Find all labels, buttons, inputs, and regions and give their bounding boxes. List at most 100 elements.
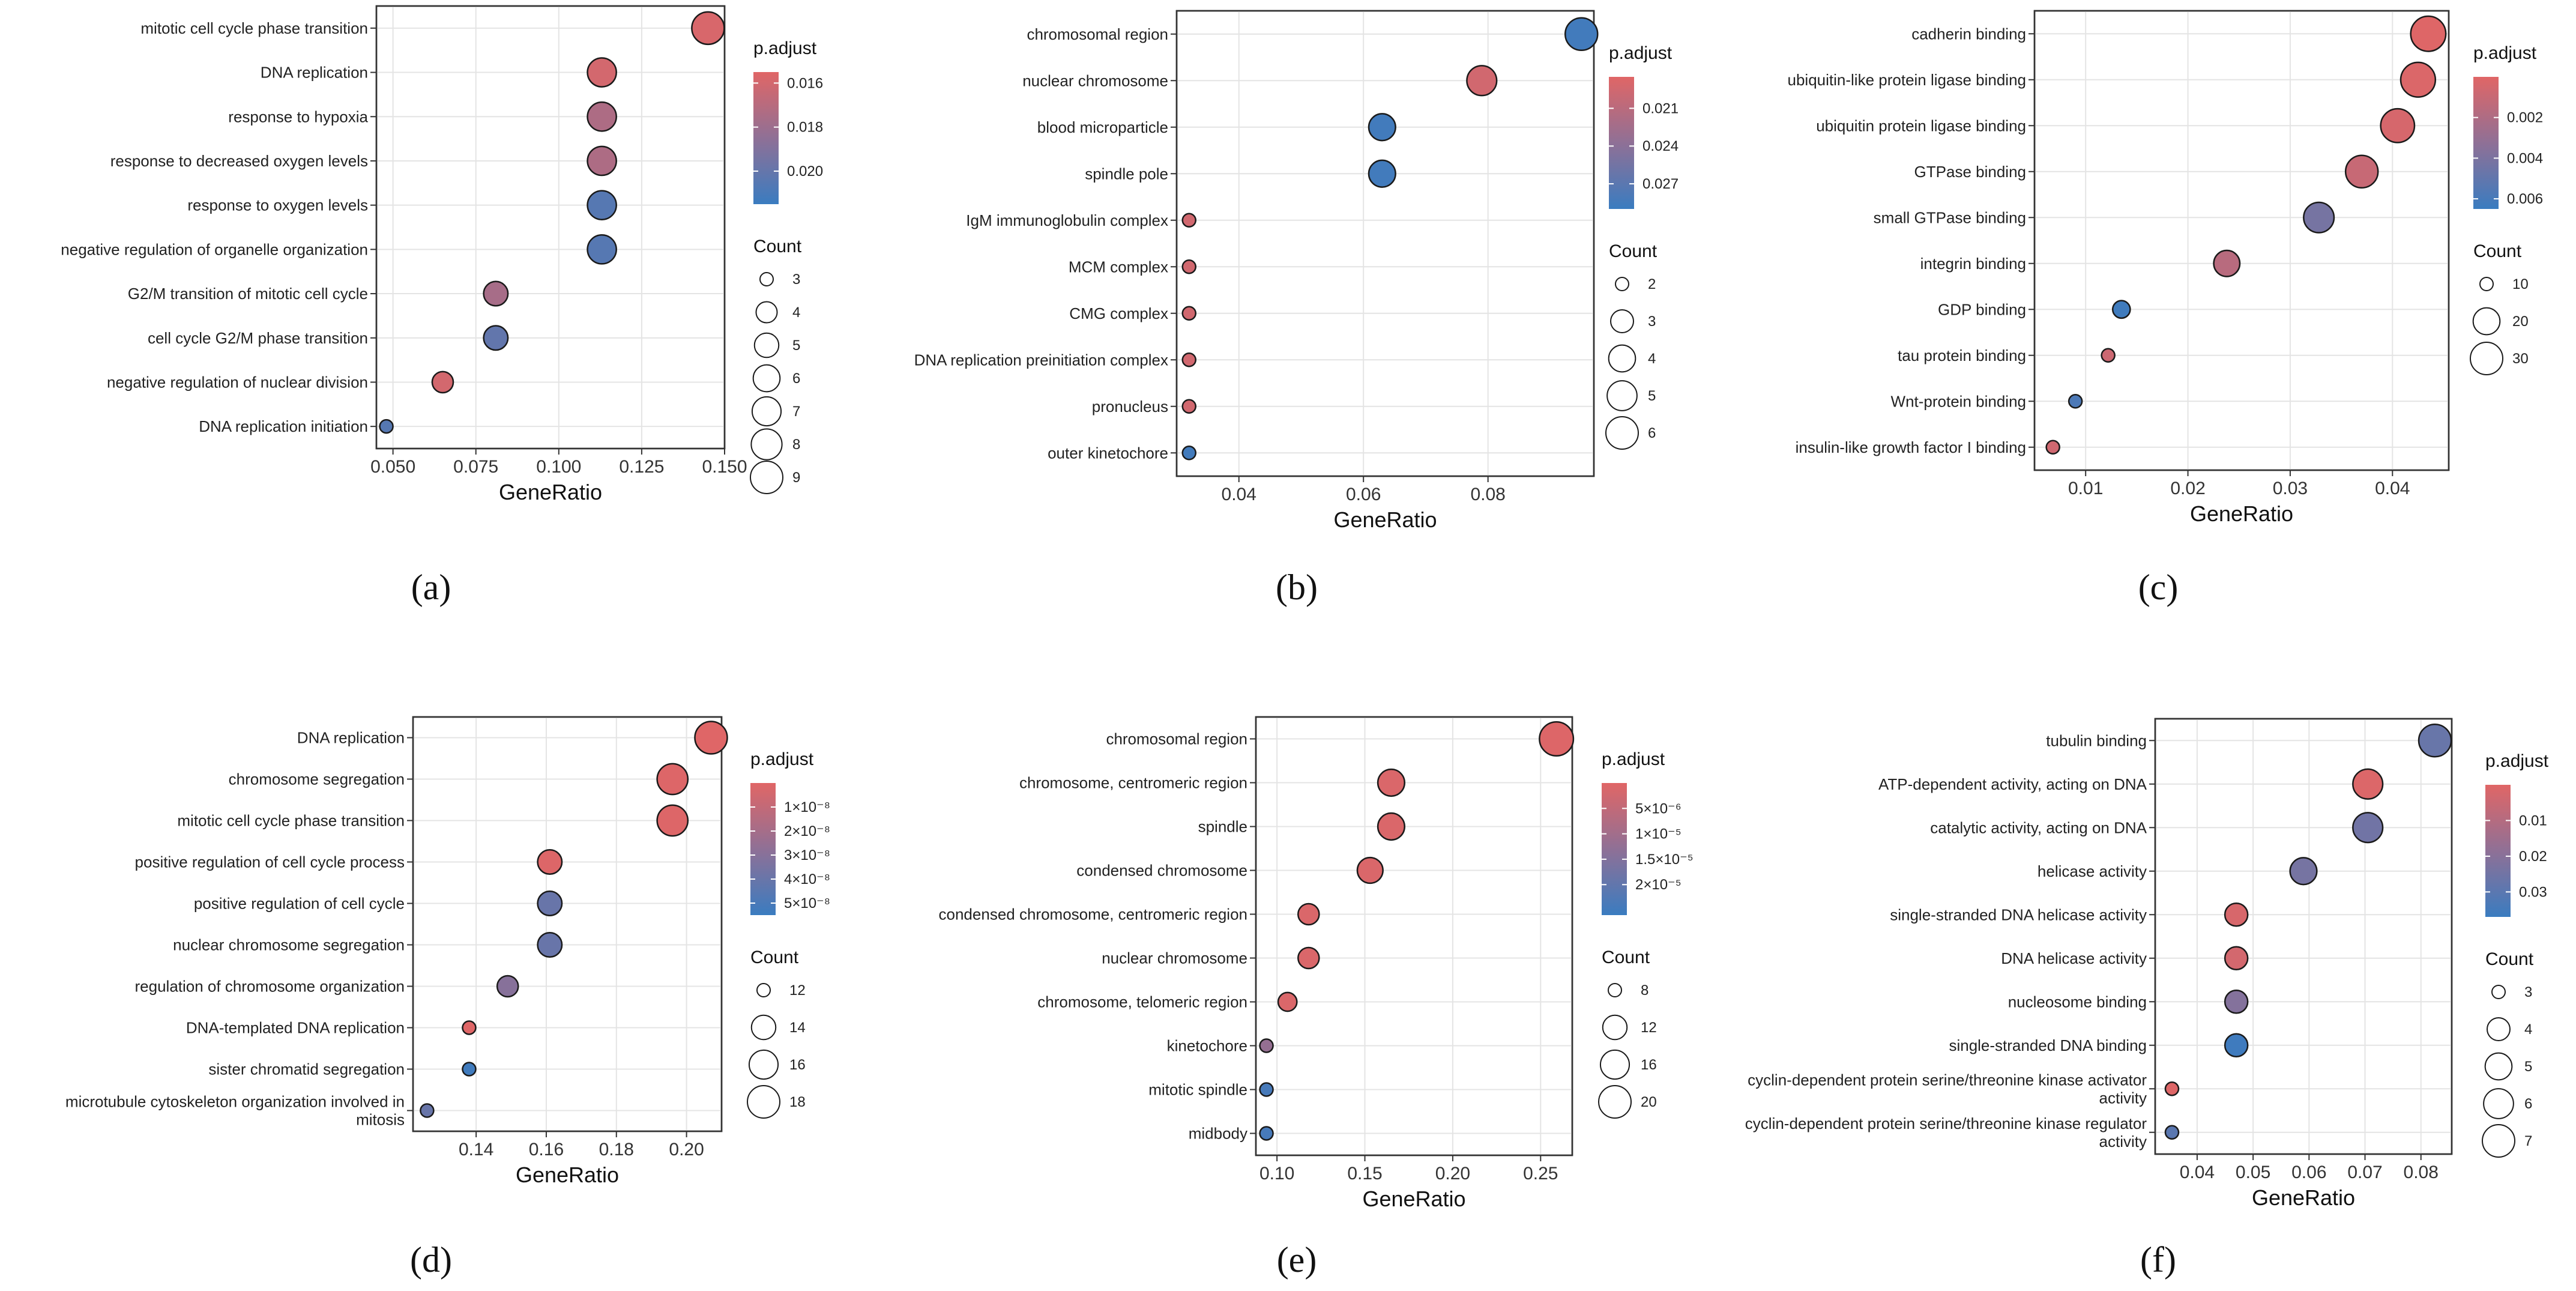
color-legend-bar — [1602, 783, 1627, 915]
size-legend-label: 5 — [1648, 388, 1656, 404]
x-tick-label: 0.08 — [2404, 1163, 2439, 1182]
size-legend-circle — [2487, 1017, 2511, 1041]
size-legend-label: 12 — [1641, 1020, 1657, 1036]
plot-area — [2154, 718, 2453, 1155]
size-legend-label: 12 — [789, 982, 806, 999]
data-point — [420, 1103, 435, 1118]
x-tick-label: 0.06 — [2291, 1163, 2326, 1182]
x-tick-label: 0.125 — [619, 457, 664, 477]
category-label: ubiquitin-like protein ligase binding — [1788, 71, 2026, 89]
data-point — [2045, 440, 2060, 455]
size-legend-label: 14 — [789, 1020, 806, 1036]
data-point — [1564, 17, 1599, 51]
category-label: mitotic cell cycle phase transition — [140, 19, 368, 37]
x-axis-label: GeneRatio — [2190, 501, 2293, 526]
x-tick-label: 0.07 — [2347, 1163, 2382, 1182]
data-point — [2213, 249, 2241, 277]
panel-label: (f) — [2140, 1240, 2176, 1280]
size-legend-label: 3 — [792, 271, 800, 288]
size-legend-label: 9 — [792, 470, 800, 486]
size-legend-circle — [2491, 985, 2506, 999]
category-label: small GTPase binding — [1874, 208, 2026, 226]
data-point — [587, 57, 617, 88]
color-legend-bar — [2473, 77, 2499, 209]
data-point — [537, 932, 563, 958]
color-legend-label: 0.024 — [1642, 138, 1679, 154]
category-label: condensed chromosome, centromeric region — [939, 906, 1247, 924]
color-legend-label: 0.021 — [1642, 100, 1679, 116]
data-point — [379, 419, 394, 434]
size-legend-title: Count — [1602, 948, 1650, 967]
size-legend-circle — [2483, 1088, 2514, 1119]
category-label: chromosome segregation — [229, 770, 405, 788]
data-point — [1259, 1038, 1274, 1053]
color-legend-label: 5×10⁻⁸ — [784, 895, 830, 912]
data-point — [691, 11, 725, 46]
data-point — [1181, 213, 1196, 228]
x-axis-label: GeneRatio — [499, 480, 602, 504]
panel-label: (c) — [2138, 567, 2179, 607]
category-label: integrin binding — [1920, 255, 2026, 273]
color-legend-label: 0.004 — [2507, 150, 2543, 166]
size-legend-label: 4 — [2524, 1021, 2532, 1038]
color-legend-label: 3×10⁻⁸ — [784, 847, 830, 863]
category-label: GTPase binding — [1914, 163, 2026, 181]
data-point — [1181, 352, 1196, 367]
data-point — [483, 325, 509, 351]
category-label: Wnt-protein binding — [1891, 392, 2026, 410]
plot-border — [1175, 10, 1595, 477]
size-legend-label: 20 — [2512, 313, 2529, 330]
x-tick-label: 0.100 — [536, 457, 581, 477]
size-legend-circle — [1598, 1085, 1632, 1119]
size-legend-title: Count — [750, 948, 799, 967]
size-legend-circle — [2482, 1124, 2515, 1158]
plot-border — [2154, 718, 2453, 1155]
data-point — [1259, 1082, 1274, 1097]
data-point — [483, 280, 509, 307]
size-legend-circle — [1602, 1014, 1628, 1041]
category-label: catalytic activity, acting on DNA — [1930, 818, 2147, 836]
color-legend-label: 0.002 — [2507, 110, 2543, 126]
color-legend-label: 0.020 — [787, 163, 823, 180]
category-label: DNA replication — [261, 64, 368, 82]
data-point — [1181, 446, 1196, 461]
data-point — [1377, 768, 1406, 797]
category-label: spindle — [1198, 818, 1247, 836]
x-tick-label: 0.04 — [2375, 479, 2410, 498]
category-label: positive regulation of cell cycle proces… — [135, 853, 405, 871]
data-point — [2224, 990, 2249, 1014]
data-point — [2410, 15, 2447, 52]
category-label: cyclin-dependent protein serine/threonin… — [1748, 1071, 2147, 1107]
x-axis-label: GeneRatio — [1333, 507, 1437, 532]
category-label: chromosomal region — [1106, 730, 1247, 748]
data-point — [2344, 154, 2379, 189]
color-legend-title: p.adjust — [1609, 43, 1673, 63]
size-legend-title: Count — [2485, 949, 2534, 969]
data-point — [1259, 1126, 1274, 1141]
x-axis-label: GeneRatio — [1362, 1187, 1465, 1211]
panel-3: 0.01 0.02 0.03 0.04 cadherin binding ubiquiti… — [1788, 10, 2543, 607]
data-point — [537, 890, 563, 916]
size-legend-circle — [753, 332, 780, 358]
category-label: insulin-like growth factor I binding — [1796, 438, 2026, 456]
data-point — [2289, 857, 2318, 886]
x-tick-label: 0.18 — [599, 1140, 634, 1159]
category-label: sister chromatid segregation — [208, 1060, 405, 1078]
size-legend-circle — [752, 364, 781, 393]
category-label: nuclear chromosome — [1102, 949, 1247, 967]
size-legend-circle — [1615, 277, 1629, 291]
category-label: DNA replication — [297, 729, 405, 747]
panel-label: (e) — [1277, 1240, 1317, 1280]
color-legend-label: 0.03 — [2519, 884, 2547, 900]
color-legend-label: 1×10⁻⁵ — [1635, 826, 1682, 842]
data-point — [537, 849, 563, 875]
color-legend-label: 0.01 — [2519, 812, 2547, 829]
category-label: G2/M transition of mitotic cell cycle — [128, 285, 368, 303]
x-tick-label: 0.15 — [1347, 1164, 1382, 1184]
data-point — [2352, 812, 2384, 844]
category-label: nuclear chromosome — [1022, 71, 1168, 89]
color-legend-label: 5×10⁻⁶ — [1635, 800, 1682, 817]
category-label: single-stranded DNA helicase activity — [1890, 906, 2147, 924]
x-tick-label: 0.050 — [370, 457, 415, 477]
data-point — [1377, 812, 1406, 841]
